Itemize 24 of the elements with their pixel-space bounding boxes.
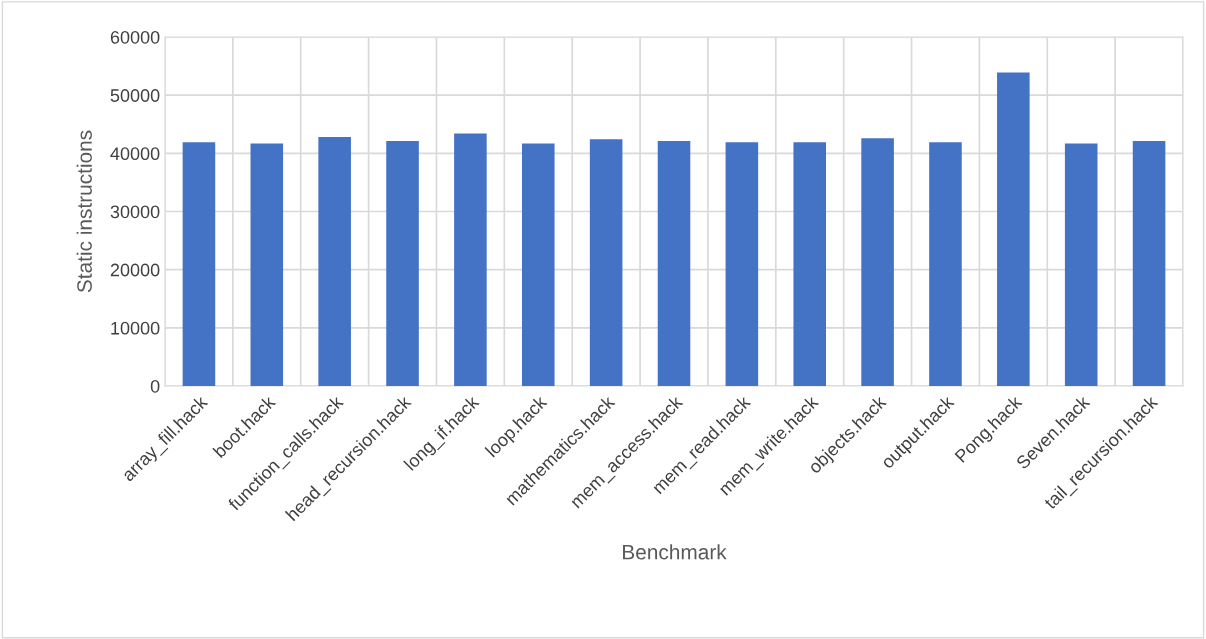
y-tick-label: 30000 — [110, 205, 160, 219]
bar — [861, 138, 894, 386]
y-tick-label: 10000 — [111, 321, 160, 335]
bar — [454, 133, 487, 386]
y-tick-label: 60000 — [110, 30, 160, 44]
bar — [1064, 143, 1098, 386]
y-tick-label: 50000 — [110, 89, 160, 102]
y-tick-label: 20000 — [110, 263, 160, 277]
bar — [725, 142, 759, 386]
bar — [521, 143, 555, 386]
x-axis-title: Benchmark — [623, 544, 727, 560]
bar — [997, 72, 1030, 386]
bar — [250, 143, 284, 386]
bar — [386, 141, 419, 386]
bar — [589, 139, 623, 386]
y-tick-label: 0 — [150, 379, 160, 393]
bar — [182, 142, 216, 386]
bar — [1132, 141, 1166, 386]
bar — [657, 141, 691, 386]
bar — [929, 142, 962, 386]
y-axis-title: Static instructions — [76, 130, 92, 293]
bar — [318, 137, 351, 386]
y-tick-label: 40000 — [110, 147, 160, 161]
bar — [793, 142, 827, 386]
